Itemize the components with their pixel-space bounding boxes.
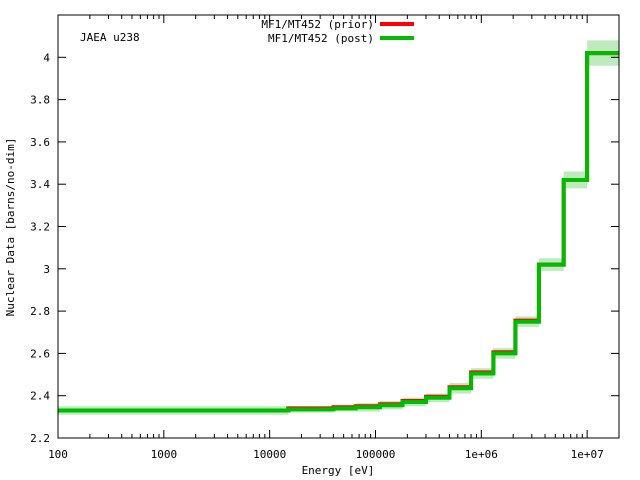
y-tick-label: 2.4: [30, 390, 50, 403]
x-axis-label: Energy [eV]: [302, 464, 375, 477]
y-tick-label: 3: [43, 263, 50, 276]
x-tick-label: 1000: [151, 448, 178, 461]
series-lines: [58, 51, 619, 413]
x-tick-label: 100: [48, 448, 68, 461]
x-tick-label: 100000: [356, 448, 396, 461]
y-tick-label: 3.6: [30, 136, 50, 149]
tick-labels: 2.2 2.4 2.6 2.8 3 3.2 3.4 3.6 3.8 4 100 1000 10000 10…: [30, 51, 604, 461]
x-tick-label: 10000: [253, 448, 286, 461]
x-tick-label: 1e+07: [571, 448, 604, 461]
y-tick-label: 3.2: [30, 221, 50, 234]
x-tick-label: 1e+06: [465, 448, 498, 461]
legend-label-prior: MF1/MT452 (prior): [261, 18, 374, 31]
y-tick-label: 2.6: [30, 347, 50, 360]
y-tick-label: 2.8: [30, 305, 50, 318]
annotation-label: JAEA u238: [80, 31, 140, 44]
legend-label-post: MF1/MT452 (post): [268, 32, 374, 45]
plot-frame: [57, 14, 620, 439]
series-line-prior: [58, 51, 619, 413]
legend: MF1/MT452 (prior) MF1/MT452 (post): [261, 18, 414, 45]
y-tick-label: 2.2: [30, 432, 50, 445]
y-tick-label: 3.8: [30, 94, 50, 107]
axis-ticks: [57, 15, 620, 439]
y-axis-label: Nuclear Data [barns/no-dim]: [4, 138, 17, 317]
y-tick-label: 4: [43, 51, 50, 64]
uncertainty-bands: [58, 40, 619, 415]
y-tick-label: 3.4: [30, 178, 50, 191]
series-line-post: [58, 51, 619, 413]
